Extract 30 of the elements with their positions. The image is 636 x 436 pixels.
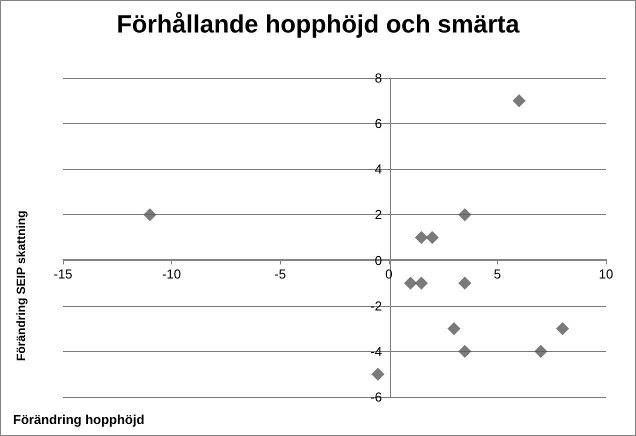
x-tick-label: 5 — [494, 266, 502, 282]
point — [426, 231, 439, 244]
x-tick-label: 0 — [385, 266, 392, 282]
y-tick-label: 8 — [374, 70, 382, 86]
point — [447, 322, 460, 336]
x-tick-label: -10 — [162, 266, 181, 282]
point — [414, 231, 428, 244]
y-tick-label: -2 — [370, 298, 382, 314]
x-axis-title: Förändring hopphöjd — [13, 412, 144, 427]
y-tick-label: 2 — [374, 207, 382, 222]
y-tick-label: 4 — [374, 162, 382, 177]
point — [458, 208, 472, 222]
x-tick-label: -15 — [54, 266, 72, 282]
point — [143, 208, 156, 222]
x-tick-label: -5 — [274, 266, 286, 282]
y-tick-label: 6 — [374, 116, 382, 132]
y-tick-label: -6 — [370, 390, 382, 404]
point — [458, 344, 472, 358]
x-tick-label: 10 — [598, 266, 614, 282]
chart-title: Förhållande hopphöjd och smärta — [116, 10, 520, 38]
point — [414, 276, 428, 290]
point — [458, 276, 472, 290]
point — [512, 94, 526, 108]
y-tick-label: -4 — [370, 344, 382, 359]
point — [371, 368, 384, 381]
point — [556, 322, 570, 336]
point — [404, 276, 418, 290]
y-tick-label: 0 — [374, 252, 382, 268]
y-axis-title: Förändring SEIP skattning — [14, 210, 28, 361]
point — [534, 344, 548, 358]
